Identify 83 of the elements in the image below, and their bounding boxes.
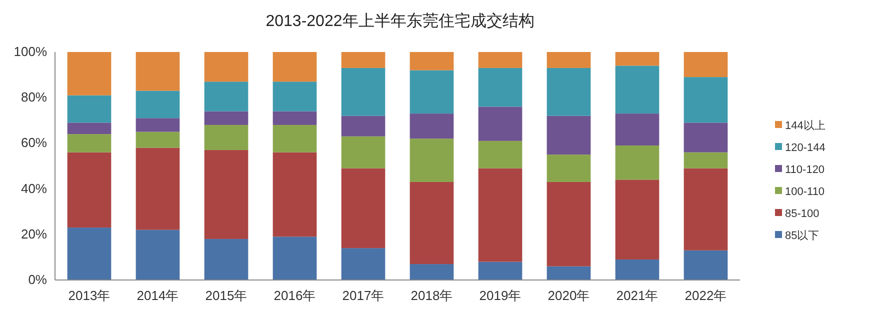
bar [67, 95, 112, 123]
y-tick-label: 40% [20, 180, 48, 196]
bar [615, 259, 660, 280]
bar [67, 52, 112, 96]
bar [410, 114, 454, 139]
y-tick-label: 80% [20, 90, 48, 105]
x-tick-label: 2018年 [410, 288, 453, 303]
bar [546, 266, 591, 280]
bar [204, 150, 248, 239]
bar [546, 52, 591, 68]
bar [410, 264, 454, 280]
bar [615, 180, 660, 260]
bar [272, 82, 317, 112]
bar [478, 140, 522, 168]
bar [272, 111, 317, 125]
legend-label: 100-110 [785, 186, 825, 198]
bar [546, 116, 591, 155]
bar [272, 152, 317, 237]
bar [615, 52, 660, 66]
bar [684, 168, 728, 250]
bar [67, 152, 112, 228]
x-tick-label: 2017年 [342, 288, 384, 303]
bar [204, 82, 248, 112]
bar [410, 52, 454, 70]
legend-label: 85-100 [785, 208, 820, 220]
bar [67, 134, 112, 152]
bar [410, 182, 454, 264]
x-tick-label: 2020年 [548, 288, 590, 303]
legend-label: 120-144 [785, 142, 826, 154]
legend-label: 110-120 [785, 164, 825, 176]
y-tick-label: 60% [20, 135, 48, 150]
legend-label: 85以下 [785, 229, 820, 242]
x-tick-label: 2016年 [274, 288, 316, 303]
bar [272, 236, 317, 280]
bar [341, 168, 386, 248]
bar [204, 111, 248, 125]
bar [204, 238, 248, 280]
bar [684, 152, 728, 168]
bar [478, 106, 522, 141]
bar [272, 124, 317, 152]
bar [341, 248, 386, 280]
bar [67, 122, 112, 134]
bar [341, 136, 386, 168]
x-tick-label: 2013年 [68, 288, 110, 303]
bar [478, 262, 522, 280]
bar [67, 228, 112, 280]
legend-label: 144以上 [785, 119, 826, 132]
bar [341, 116, 386, 136]
bar [615, 114, 660, 146]
bar [684, 52, 728, 78]
bar [546, 182, 591, 266]
y-tick-label: 0% [28, 272, 48, 287]
bar [410, 70, 454, 114]
bar [478, 52, 522, 68]
bar [136, 52, 180, 91]
bar [136, 132, 180, 148]
bar [478, 68, 522, 107]
bar [478, 168, 522, 262]
x-tick-label: 2022年 [684, 288, 727, 303]
bar [341, 68, 386, 116]
x-tick-label: 2015年 [205, 288, 248, 303]
bar [684, 77, 728, 123]
bar [204, 52, 248, 82]
bar [410, 138, 454, 182]
x-tick-label: 2014年 [136, 288, 179, 303]
bar [204, 124, 248, 150]
bar [136, 118, 180, 132]
bar [615, 145, 660, 180]
bar [341, 52, 386, 68]
x-tick-label: 2019年 [479, 288, 522, 303]
x-tick-label: 2021年 [616, 288, 658, 303]
bar [684, 122, 728, 152]
y-tick-label: 100% [14, 44, 48, 59]
bar [136, 90, 180, 118]
bar [546, 68, 591, 116]
bar [684, 250, 728, 280]
y-tick-label: 20% [20, 226, 48, 242]
bar [615, 66, 660, 114]
bar [546, 154, 591, 182]
chart-title: 2013-2022年上半年东莞住宅成交结构 [266, 12, 534, 30]
bar [272, 52, 317, 82]
bar [136, 230, 180, 280]
bar [136, 148, 180, 230]
